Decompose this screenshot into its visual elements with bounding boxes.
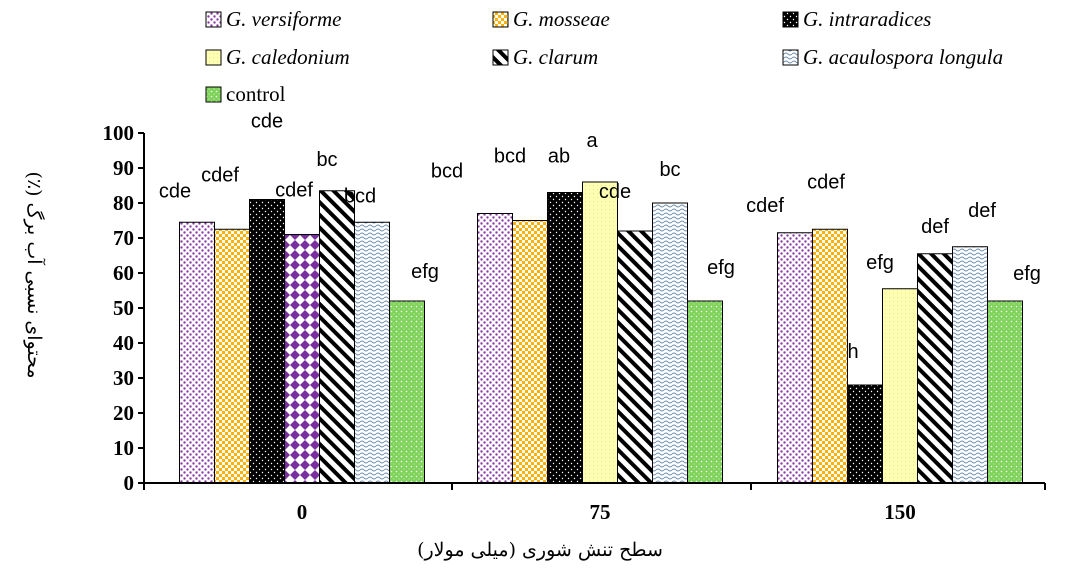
bars (179, 181, 1023, 484)
legend-swatch (492, 11, 509, 28)
significance-letter: bcd (344, 185, 376, 207)
bar (687, 300, 723, 484)
significance-letter: ab (548, 146, 570, 168)
legend-swatch (205, 11, 222, 28)
bar (249, 199, 285, 484)
x-tick-label: 150 (884, 500, 916, 524)
y-tick-label: 30 (113, 366, 134, 390)
significance-letter: cdef (201, 164, 239, 186)
significance-letter: h (847, 341, 858, 363)
legend-swatch (205, 86, 222, 103)
bar (547, 192, 583, 484)
y-tick-label: 70 (113, 226, 134, 250)
significance-letter: bc (316, 149, 337, 171)
x-tick-label: 75 (590, 500, 611, 524)
significance-letter: efg (707, 257, 735, 279)
bar (652, 202, 688, 484)
legend-label: G. intraradices (803, 7, 931, 31)
bar (284, 234, 320, 484)
y-tick-label: 60 (113, 261, 134, 285)
significance-letter: cde (251, 111, 283, 133)
legend-swatch (782, 11, 799, 28)
y-axis-title: محتوای نسبی آب برگ (٪) (23, 171, 46, 378)
bar (882, 288, 918, 484)
significance-letter: efg (411, 261, 439, 283)
legend-label: G. mosseae (513, 7, 610, 31)
bar (179, 221, 215, 484)
y-tick-label: 100 (103, 121, 135, 145)
legend-label: G. clarum (513, 45, 598, 69)
legend-label: control (226, 82, 286, 106)
x-tick-label: 0 (297, 500, 308, 524)
y-tick-label: 90 (113, 156, 134, 180)
bar (617, 230, 653, 484)
significance-letter: efg (866, 252, 894, 274)
legend-swatch (782, 49, 799, 66)
bar (354, 221, 390, 484)
y-tick-label: 20 (113, 401, 134, 425)
y-tick-label: 10 (113, 436, 134, 460)
significance-letter: def (921, 216, 949, 238)
legend-swatch (205, 49, 222, 66)
legend: G. versiforme G. mosseae G. intraradices G.… (205, 7, 1003, 106)
bar (952, 246, 988, 484)
significance-letter: def (968, 200, 996, 222)
significance-letter: bc (659, 159, 680, 181)
significance-letter: cde (599, 181, 631, 203)
bar (389, 300, 425, 484)
legend-swatch (492, 49, 509, 66)
bar (777, 232, 813, 484)
bar (917, 253, 953, 484)
y-tick-label: 80 (113, 191, 134, 215)
significance-letter: cdef (807, 171, 845, 193)
y-tick-label: 50 (113, 296, 134, 320)
significance-letter: bcd (431, 161, 463, 183)
significance-letter: efg (1013, 263, 1041, 285)
legend-label: G. caledonium (226, 45, 350, 69)
x-axis-title: سطح تنش شوری (میلی مولار) (417, 539, 663, 561)
bar (582, 181, 618, 484)
bar (214, 228, 250, 484)
significance-letter: bcd (494, 146, 526, 168)
bar (812, 228, 848, 484)
significance-letter: cde (159, 180, 191, 202)
bar (477, 213, 513, 484)
bar (847, 384, 883, 484)
legend-label: G. acaulospora longula (803, 45, 1003, 69)
bar (987, 300, 1023, 484)
significance-letter: cdef (746, 195, 784, 217)
y-tick-label: 0 (124, 471, 135, 495)
significance-letter: a (586, 130, 598, 152)
legend-label: G. versiforme (226, 7, 341, 31)
y-tick-label: 40 (113, 331, 134, 355)
bar (512, 220, 548, 484)
x-axis: 0 75 150 (143, 482, 1046, 524)
significance-letter: cdef (275, 180, 313, 202)
y-axis: 0 10 20 30 40 50 60 70 80 90 100 (103, 121, 145, 495)
bar (319, 190, 355, 484)
